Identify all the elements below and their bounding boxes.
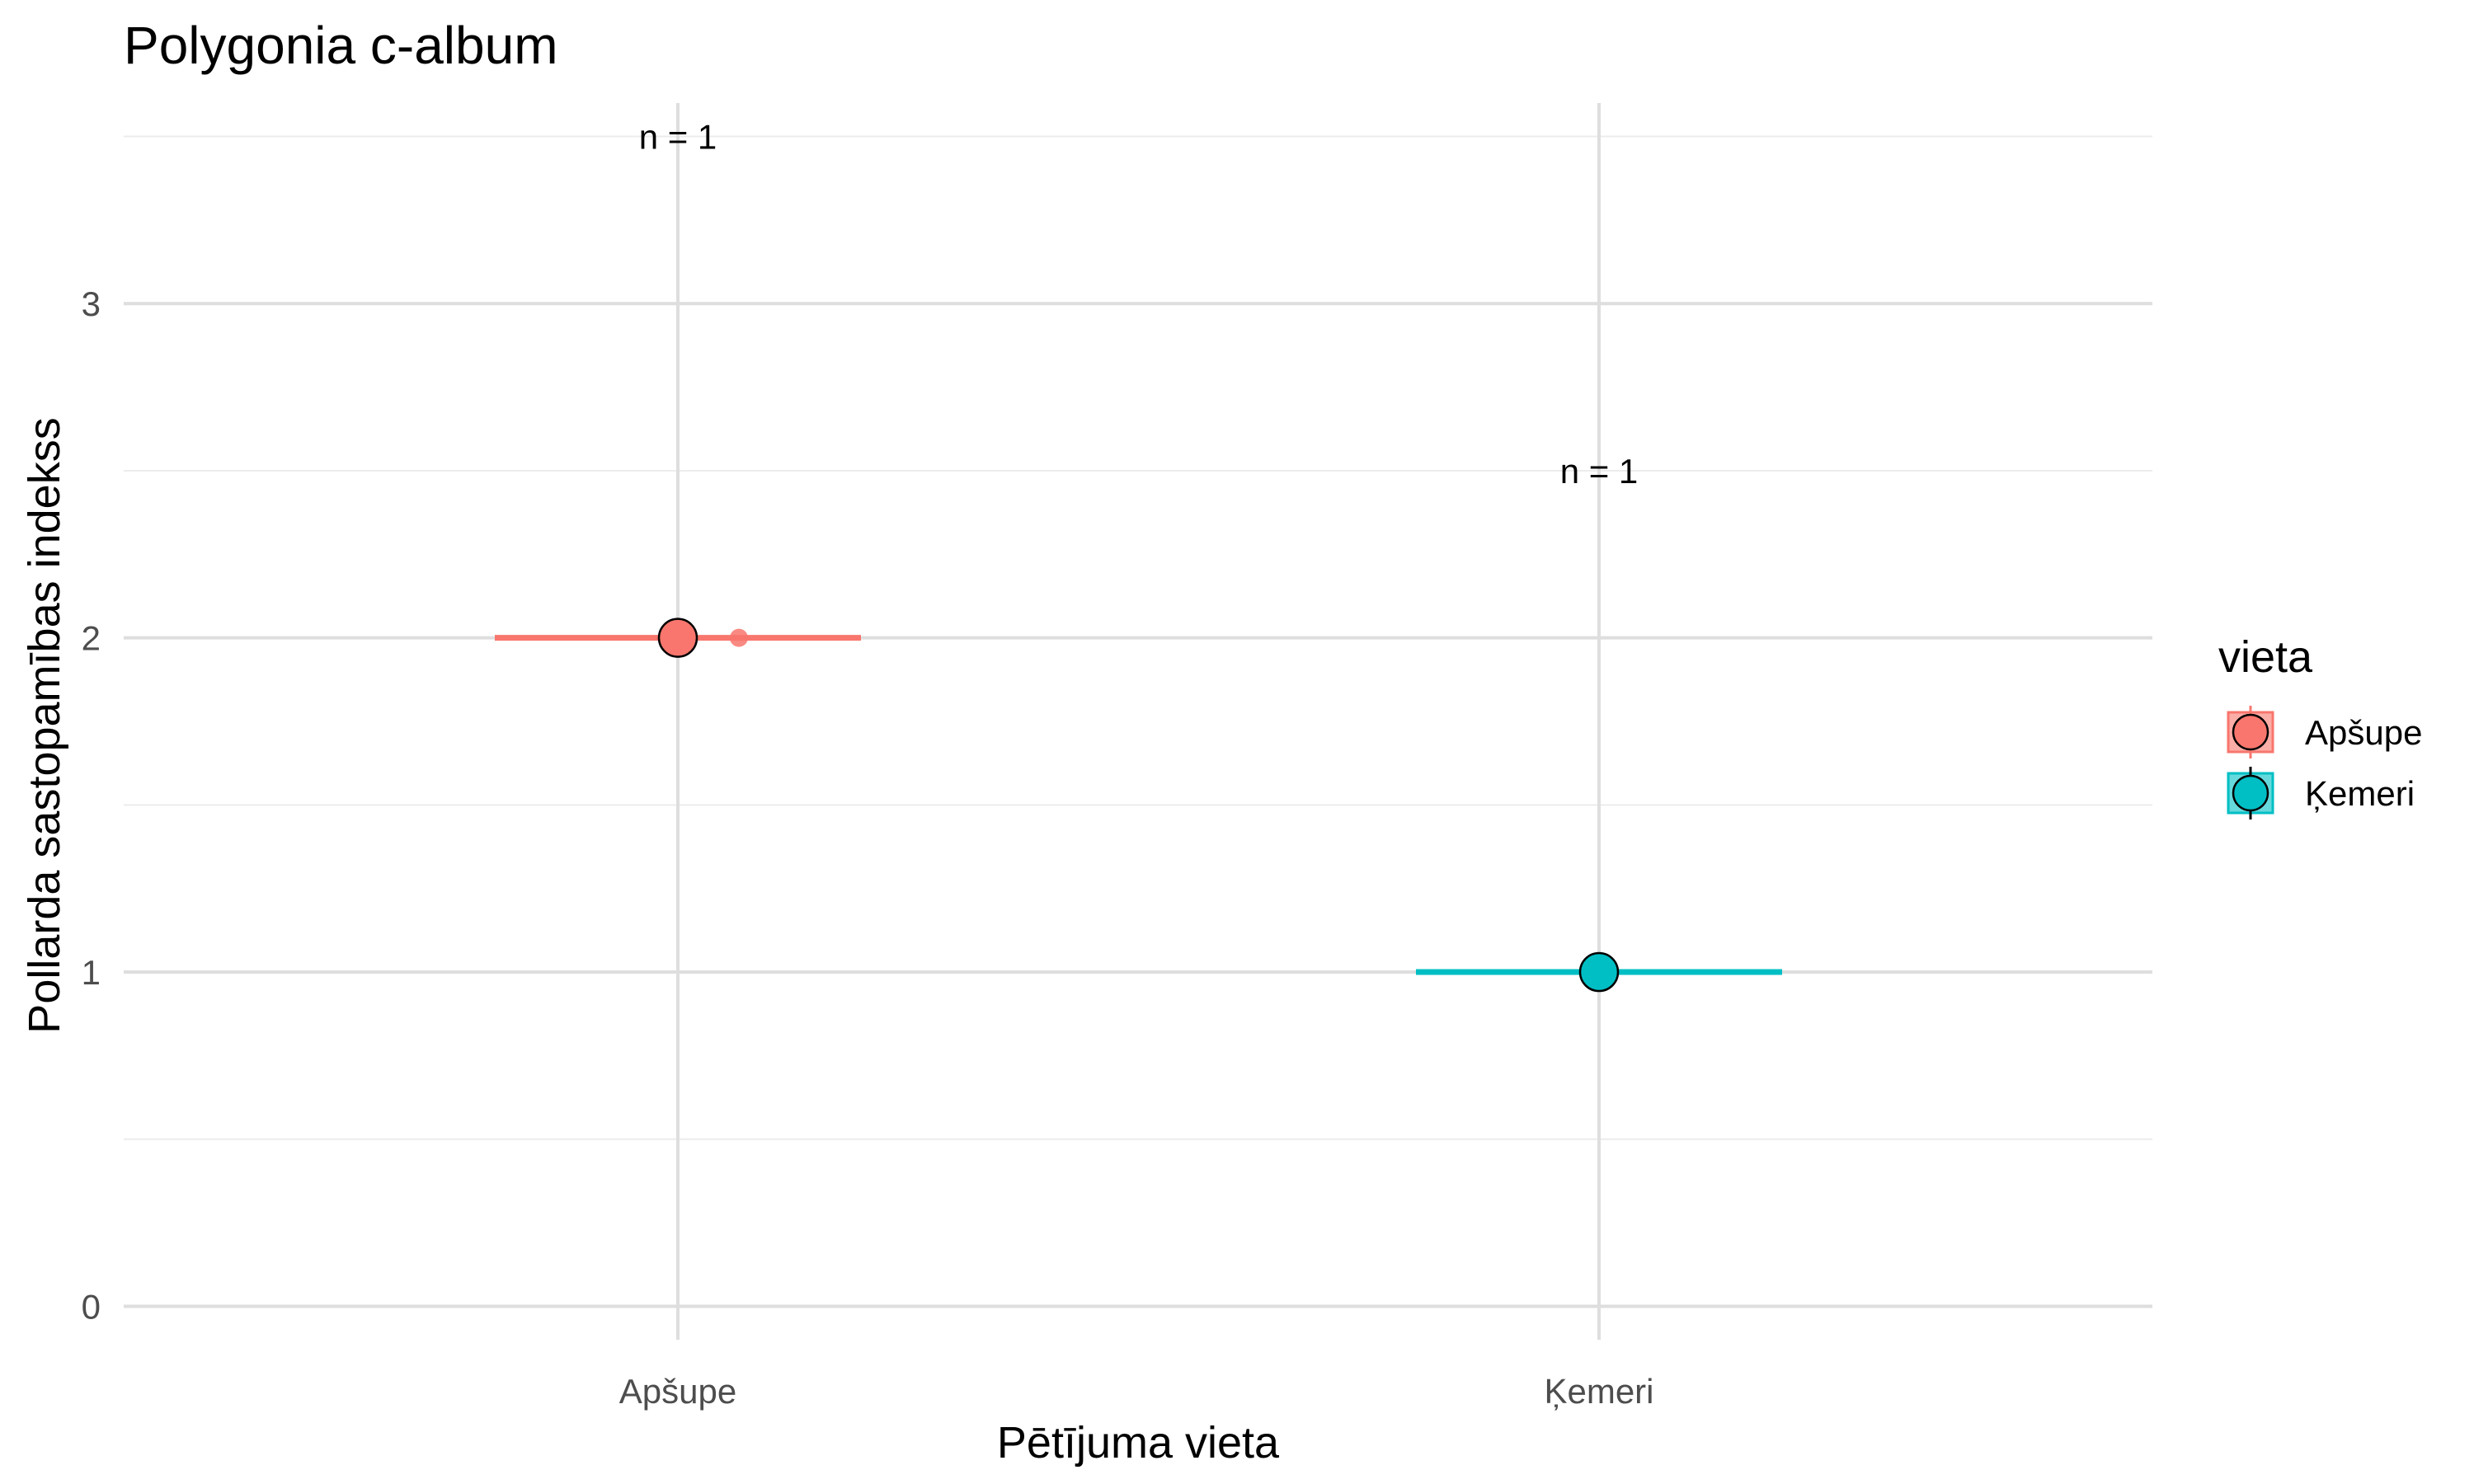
legend-entry-label: Apšupe (2305, 713, 2422, 752)
marks (495, 618, 1782, 993)
legend-title: vieta (2218, 632, 2313, 682)
y-tick-label: 3 (82, 284, 101, 323)
y-tick-label: 0 (82, 1287, 101, 1326)
chart-title: Polygonia c-album (124, 16, 558, 75)
legend-key-point (2232, 774, 2269, 812)
x-tick-label: Ķemeri (1544, 1372, 1653, 1411)
x-tick-label: Apšupe (619, 1372, 736, 1411)
n-annotation: n = 1 (639, 118, 717, 157)
legend-key-point (2232, 713, 2269, 751)
grid (124, 103, 2152, 1340)
y-tick-label: 1 (82, 953, 101, 992)
legend: vieta Apšupe Ķemeri (2218, 632, 2422, 819)
mean-point (1578, 951, 1620, 993)
y-tick-label: 2 (82, 619, 101, 658)
legend-entry-label: Ķemeri (2305, 774, 2415, 813)
n-annotation: n = 1 (1560, 452, 1639, 491)
labels: 0 1 2 3 Apšupe Ķemeri n = 1 n = 1 (82, 118, 1654, 1411)
x-axis-title: Pētījuma vieta (997, 1418, 1280, 1468)
mean-point (657, 618, 698, 658)
data-point (730, 628, 748, 647)
y-axis-title: Pollarda sastopamības indekss (20, 417, 69, 1033)
